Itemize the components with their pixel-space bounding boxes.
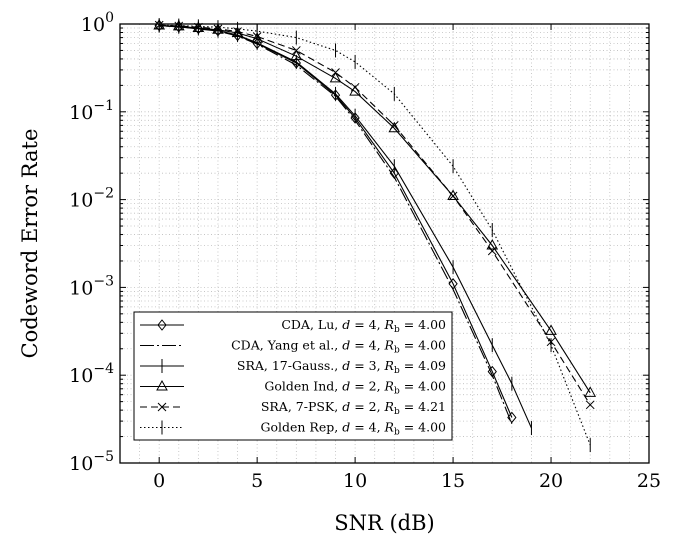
data-point-triangle	[329, 71, 342, 83]
legend-box	[133, 311, 453, 441]
x-tick-label: 0	[153, 470, 165, 492]
legend-item: CDA, Yang et al., d = 4, Rb = 4.00	[140, 338, 446, 356]
x-tick-label: 5	[251, 470, 263, 492]
y-axis-label: Codeword Error Rate	[18, 129, 42, 359]
series-6	[158, 18, 591, 453]
series-layer	[153, 18, 597, 453]
tick-labels: 0 5 10 15 20 25 100 10−1 10−2 10−3 10−4 10−5	[69, 10, 661, 492]
legend-item: Golden Ind, d = 2, Rb = 4.00	[140, 379, 446, 397]
legend-label: SRA, 7-PSK, d = 2, Rb = 4.21	[261, 399, 446, 417]
legend-label: SRA, 17-Gauss., d = 3, Rb = 4.09	[237, 358, 446, 376]
data-point-triangle	[486, 238, 499, 250]
data-point-cross	[389, 121, 399, 130]
data-point-triangle	[447, 189, 459, 200]
legend-label: Golden Rep, d = 4, Rb = 4.00	[261, 420, 447, 438]
data-point-triangle	[156, 379, 168, 391]
y-tick-label: 10−4	[69, 361, 114, 387]
data-point-triangle	[584, 386, 597, 397]
legend-item: SRA, 7-PSK, d = 2, Rb = 4.21	[140, 399, 446, 417]
data-point-cross	[331, 68, 340, 77]
data-point-triangle	[290, 49, 303, 61]
y-tick-label: 100	[81, 10, 114, 36]
data-point-cross	[291, 46, 301, 55]
series-line	[159, 24, 591, 446]
axis-ticks	[120, 23, 650, 464]
data-point-cross	[350, 82, 360, 92]
series-line	[159, 24, 591, 406]
x-tick-label: 10	[343, 470, 367, 492]
x-tick-label: 25	[637, 470, 661, 492]
y-tick-label: 10−5	[69, 449, 114, 475]
y-tick-label: 10−2	[69, 186, 114, 212]
data-point-cross	[487, 246, 497, 256]
data-point-cross	[448, 191, 458, 201]
legend-label: CDA, Lu, d = 4, Rb = 4.00	[281, 317, 446, 335]
data-point-triangle	[545, 324, 557, 335]
x-tick-label: 20	[539, 470, 563, 492]
legend-label: CDA, Yang et al., d = 4, Rb = 4.00	[231, 338, 446, 356]
legend-label: Golden Ind, d = 2, Rb = 4.00	[264, 379, 446, 397]
legend-item: Golden Rep, d = 4, Rb = 4.00	[140, 420, 446, 438]
plot-frame	[119, 23, 650, 464]
series-5	[154, 20, 595, 410]
legend: CDA, Lu, d = 4, Rb = 4.00 CDA, Yang et al…	[133, 311, 453, 441]
legend-item: SRA, 17-Gauss., d = 3, Rb = 4.09	[140, 358, 446, 376]
x-tick-label: 15	[441, 470, 465, 492]
x-axis-label: SNR (dB)	[334, 511, 435, 535]
legend-item: CDA, Lu, d = 4, Rb = 4.00	[140, 317, 446, 335]
y-tick-label: 10−1	[69, 98, 114, 124]
data-point-diamond	[157, 319, 167, 331]
data-point-cross	[585, 400, 595, 410]
data-point-triangle	[349, 85, 361, 96]
y-tick-label: 10−3	[69, 273, 114, 299]
data-point-cross	[157, 402, 167, 412]
